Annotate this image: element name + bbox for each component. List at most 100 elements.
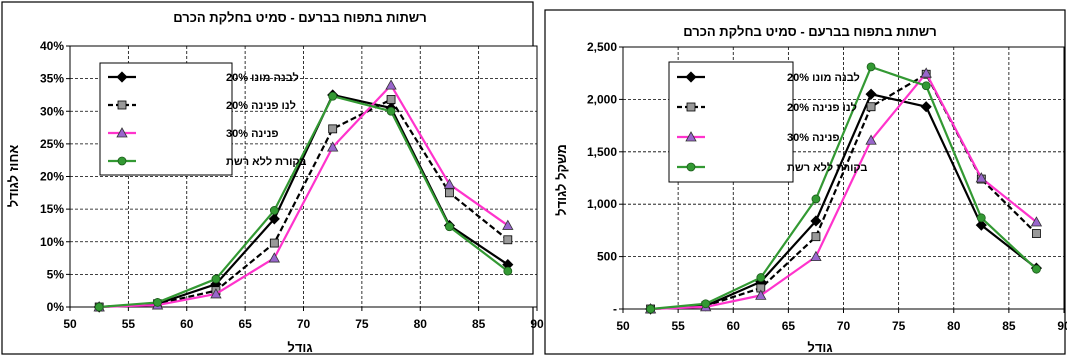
data-point (445, 188, 454, 198)
data-point (328, 91, 338, 101)
data-point (1030, 216, 1043, 227)
x-tick-label: 80 (414, 317, 428, 331)
legend-entry: לבנה מונו 20% (787, 71, 860, 84)
x-tick-label: 50 (63, 317, 77, 331)
x-tick-label: 85 (1002, 319, 1016, 333)
y-tick-label: 15% (40, 202, 64, 216)
data-point (153, 298, 162, 307)
series-line (99, 95, 509, 309)
x-tick-label: 75 (892, 319, 906, 333)
chart-title: רשתות בתפוח בברעם - סמיט בחלקת הכרם (173, 10, 427, 25)
y-tick-label: - (613, 302, 617, 316)
y-tick-label: 30% (40, 104, 64, 118)
series-line (650, 65, 1038, 311)
y-tick-label: 10% (40, 235, 64, 249)
data-point (976, 213, 986, 223)
y-tick-label: 35% (40, 72, 64, 86)
data-point (268, 213, 280, 225)
data-point (385, 79, 397, 90)
series-4 (94, 91, 513, 312)
data-point (810, 215, 822, 227)
series-line (99, 84, 509, 309)
y-tick-label: 2,000 (587, 92, 617, 106)
data-point (503, 235, 513, 245)
series-line (650, 73, 1038, 311)
data-point (865, 134, 877, 145)
data-point (502, 219, 514, 230)
legend-entry: בקורת ללא רשת (226, 155, 306, 168)
x-tick-label: 50 (616, 319, 630, 333)
x-tick-label: 85 (472, 317, 486, 331)
y-tick-label: 5% (47, 267, 65, 281)
chart-2: - 500 1,000 1,500 2,000 2,500 50 55 60 65 70 75 80 85… (544, 9, 1067, 355)
data-point (269, 238, 279, 248)
x-tick-label: 90 (530, 317, 544, 331)
legend: לבנה מונו 20% לנו פנינה 20% פנינה 30% בקורת… (668, 61, 867, 183)
x-tick-label: 60 (180, 317, 194, 331)
data-point (865, 88, 877, 100)
legend-box (668, 61, 794, 183)
legend-swatch-marker (686, 102, 696, 112)
data-point (811, 232, 821, 242)
x-tick-label: 60 (727, 319, 741, 333)
legend-entry: פנינה 30% (787, 132, 840, 144)
data-point (921, 81, 931, 91)
data-point (445, 222, 454, 232)
legend-entry: לבנה מונו 20% (226, 71, 299, 84)
data-point (756, 273, 766, 282)
data-point (386, 95, 396, 104)
data-point (268, 252, 280, 263)
data-point (94, 302, 104, 312)
data-point (327, 141, 339, 152)
data-point (1032, 264, 1041, 274)
data-point (810, 250, 822, 262)
data-point (975, 172, 987, 183)
data-point (328, 124, 338, 134)
legend-entry: לנו פנינה 20% (226, 99, 296, 112)
legend-swatch-marker (117, 156, 127, 166)
legend-swatch-marker (117, 100, 127, 110)
x-tick-label: 75 (355, 317, 369, 331)
x-axis-label: גודל (807, 340, 832, 355)
data-point (210, 288, 222, 299)
legend-swatch-marker (685, 71, 697, 83)
y-tick-label: 500 (597, 250, 617, 264)
chart-1: 0% 5% 10% 15% 20% 25% 30% 35% 40% 50 55 60 65 70 75 80 8… (1, 1, 544, 355)
data-point (920, 101, 932, 113)
legend-entry: פנינה 30% (226, 128, 279, 140)
x-tick-label: 90 (1057, 319, 1067, 333)
legend-entry: לנו פנינה 20% (787, 101, 857, 114)
data-point (866, 62, 876, 72)
chart-title: רשתות בתפוח בברעם - סמיט בחלקת הכרם (683, 24, 937, 39)
x-tick-label: 65 (782, 319, 796, 333)
x-tick-label: 65 (238, 317, 252, 331)
legend-swatch-marker (685, 131, 697, 142)
x-tick-label: 70 (297, 317, 311, 331)
data-point (866, 102, 876, 112)
data-point (1032, 229, 1041, 238)
legend-swatch-marker (116, 71, 128, 83)
y-tick-label: 0% (47, 300, 65, 314)
data-point (269, 206, 279, 215)
data-point (920, 67, 932, 78)
x-axis-label: גודל (287, 340, 312, 355)
data-point (386, 106, 396, 116)
y-tick-label: 1,500 (587, 145, 617, 159)
y-tick-label: 1,000 (587, 197, 617, 211)
series-line (99, 98, 509, 309)
x-tick-label: 80 (947, 319, 961, 333)
data-point (443, 178, 456, 189)
y-tick-label: 25% (40, 137, 64, 151)
series-line (650, 72, 1038, 311)
x-tick-label: 55 (122, 317, 136, 331)
y-axis-label: משקל לגודל (554, 144, 569, 216)
legend-swatch-marker (116, 127, 128, 138)
y-tick-label: 2,500 (587, 40, 617, 54)
data-point (211, 274, 221, 284)
legend-entry: בקורת ללא רשת (787, 161, 867, 174)
legend: לבנה מונו 20% לנו פנינה 20% פנינה 30% בקורת… (99, 62, 306, 176)
series-4 (646, 62, 1041, 314)
data-point (646, 304, 655, 314)
